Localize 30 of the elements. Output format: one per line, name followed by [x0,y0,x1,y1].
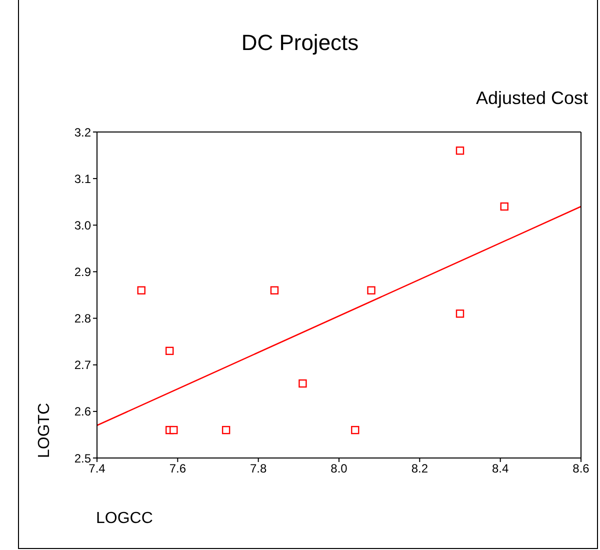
y-tick-label: 2.6 [74,404,92,419]
x-tick-label: 8.4 [492,462,509,476]
y-tick-label: 2.8 [74,312,92,326]
point [222,426,230,434]
point [351,426,360,434]
y-tick-label: 2.7 [74,358,92,372]
y-tick-label: 2.9 [74,264,92,279]
x-tick-label: 8.6 [572,462,590,476]
x-tick-label: 7.8 [250,462,267,476]
x-tick-label: 7.4 [88,462,106,476]
y-tick-label: 2.5 [74,451,92,466]
point [456,146,464,155]
point [137,286,146,294]
point [270,286,279,294]
point [166,346,174,355]
y-tick-label: 3.2 [74,125,92,140]
chart-subtitle: Adjusted Cost [476,88,588,109]
y-tick-label: 3.1 [74,172,92,186]
y-tick-label: 3.0 [74,218,92,232]
y-axis-title: LOGTC [36,402,54,458]
point [500,202,508,211]
point [170,426,178,434]
x-tick-label: 8.0 [330,462,348,476]
x-tick-label: 7.6 [169,462,186,476]
point [298,379,307,388]
x-tick-label: 8.2 [411,462,428,476]
point [367,286,376,294]
x-axis-title: LOGCC [96,510,153,528]
chart-title: DC Projects [240,30,360,56]
point [456,310,464,318]
